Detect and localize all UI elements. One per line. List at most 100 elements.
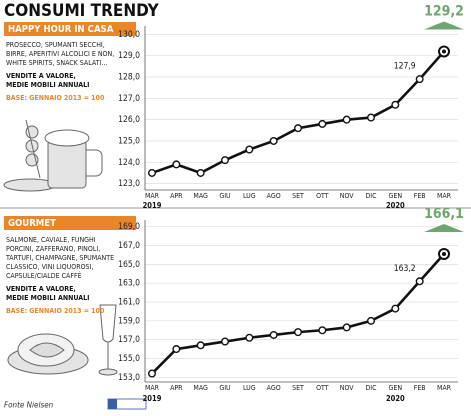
data-point <box>367 113 376 122</box>
measure-line: MEDIE MOBILI ANNUALI <box>6 81 89 89</box>
description-line: WHITE SPIRITS, SNACK SALATI... <box>6 59 107 67</box>
x-tick-label: APR <box>170 192 183 200</box>
data-point-core <box>442 49 446 54</box>
description-line: BIRRE, APERITIVI ALCOLICI E NON, <box>6 50 114 58</box>
page-title: CONSUMI TRENDY <box>4 1 160 21</box>
highlight-arrow <box>424 224 464 232</box>
data-point <box>367 316 376 325</box>
data-point <box>318 119 327 128</box>
data-point <box>342 323 351 332</box>
y-tick-label: 128,0 <box>118 73 140 83</box>
data-point <box>415 75 424 84</box>
x-tick-label: GIU <box>219 384 231 392</box>
description-line: CAPSULE/CIALDE CAFFÈ <box>6 271 82 280</box>
data-point <box>269 330 278 339</box>
x-tick-label: NOV <box>340 192 355 200</box>
y-tick-label: 124,0 <box>118 158 140 168</box>
value-label: 163,2 <box>394 264 416 274</box>
description-line: CLASSICO, VINI LIQUOROSI, <box>6 263 93 271</box>
value-label: 166,1 <box>424 206 464 222</box>
measure-line: MEDIE MOBILI ANNUALI <box>6 294 89 302</box>
description-line: PROSECCO, SPUMANTI SECCHI, <box>6 41 105 49</box>
x-tick-label: SET <box>292 384 304 392</box>
y-tick-label: 127,0 <box>118 94 140 104</box>
panel-title: GOURMET <box>8 218 56 229</box>
y-tick-label: 159,0 <box>118 316 140 326</box>
data-point <box>391 304 400 313</box>
x-tick-label: GIU <box>219 192 231 200</box>
highlight-arrow <box>424 21 464 30</box>
panel-header <box>4 22 136 36</box>
y-tick-label: 126,0 <box>118 115 140 125</box>
data-point <box>294 124 303 133</box>
measure-line: VENDITE A VALORE, <box>6 285 76 293</box>
x-tick-label: MAR <box>145 192 160 200</box>
x-tick-label: OTT <box>316 192 329 200</box>
data-point <box>245 145 254 154</box>
logo-mark <box>108 399 117 409</box>
y-tick-label: 125,0 <box>118 136 140 146</box>
x-tick-label: OTT <box>316 384 329 392</box>
y-tick-label: 155,0 <box>118 354 140 364</box>
panel-title: HAPPY HOUR IN CASA <box>8 24 114 35</box>
base-note: BASE: GENNAIO 2013 = 100 <box>6 307 105 315</box>
y-tick-label: 130,0 <box>118 30 140 40</box>
value-label: 127,9 <box>394 62 416 72</box>
y-tick-label: 161,0 <box>118 298 140 308</box>
data-point-core <box>442 252 446 256</box>
x-tick-label: AGO <box>267 192 281 200</box>
y-tick-label: 163,0 <box>118 279 140 289</box>
illustration-gourmet <box>7 304 118 376</box>
data-point <box>415 277 424 286</box>
x-tick-label: GEN <box>389 384 403 392</box>
data-point <box>391 100 400 109</box>
y-tick-label: 165,0 <box>118 260 140 270</box>
y-tick-label: 157,0 <box>118 335 140 345</box>
data-point <box>147 168 156 177</box>
data-point <box>220 337 229 346</box>
data-point <box>269 136 278 145</box>
measure-line: VENDITE A VALORE, <box>6 72 76 80</box>
description-line: SALMONE, CAVIALE, FUNGHI <box>6 236 96 244</box>
year-label: 2019 <box>143 394 162 403</box>
x-tick-label: AGO <box>267 384 281 392</box>
data-point <box>196 341 205 350</box>
value-label: 129,2 <box>424 3 464 19</box>
data-point <box>196 168 205 177</box>
x-tick-label: MAR <box>437 192 452 200</box>
panel-header <box>4 216 136 230</box>
year-label: 2020 <box>386 201 405 210</box>
data-point <box>294 328 303 337</box>
x-tick-label: APR <box>170 384 183 392</box>
data-point <box>147 369 156 378</box>
illustration-happy-hour <box>3 119 103 192</box>
x-tick-label: GEN <box>389 192 403 200</box>
x-tick-label: DIC <box>365 192 377 200</box>
y-tick-label: 123,0 <box>118 179 140 189</box>
source: Fonte Nielsen <box>4 401 54 410</box>
y-tick-label: 153,0 <box>118 373 140 383</box>
x-tick-label: LUG <box>243 384 256 392</box>
year-label: 2019 <box>143 201 162 210</box>
y-tick-label: 169,0 <box>118 222 140 232</box>
data-point <box>220 156 229 165</box>
x-tick-label: FEB <box>414 192 426 200</box>
base-note: BASE: GENNAIO 2013 = 100 <box>6 94 105 102</box>
x-tick-label: FEB <box>414 384 426 392</box>
x-tick-label: MAR <box>145 384 160 392</box>
data-point <box>172 160 181 169</box>
x-tick-label: SET <box>292 192 304 200</box>
data-point <box>172 345 181 354</box>
description-line: TARTUFI, CHAMPAGNE, SPUMANTE <box>5 254 114 262</box>
x-tick-label: MAG <box>193 384 208 392</box>
y-tick-label: 167,0 <box>118 241 140 251</box>
data-point <box>318 326 327 335</box>
x-tick-label: DIC <box>365 384 377 392</box>
description-line: PORCINI, ZAFFERANO, PINOLI, <box>6 245 100 253</box>
x-tick-label: LUG <box>243 192 256 200</box>
x-tick-label: NOV <box>340 384 355 392</box>
data-point <box>245 333 254 342</box>
year-label: 2020 <box>386 394 405 403</box>
y-tick-label: 129,0 <box>118 51 140 61</box>
